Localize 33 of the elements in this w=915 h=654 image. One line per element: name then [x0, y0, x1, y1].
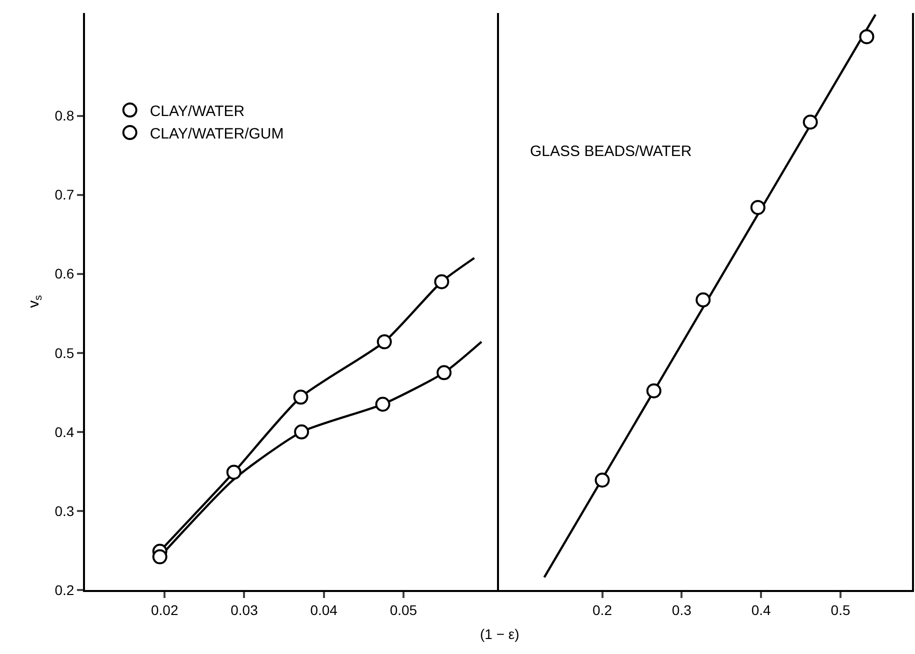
point	[294, 424, 310, 440]
point	[293, 390, 308, 405]
point	[646, 383, 662, 398]
x-tick-label: 0.5	[830, 602, 850, 618]
legend-label: CLAY/WATER/GUM	[150, 125, 284, 142]
point	[376, 334, 392, 350]
y-tick-label: 0.7	[54, 186, 74, 203]
annotation: GLASS BEADS/WATER	[530, 143, 692, 160]
x-axis-title: (1 − ε)	[480, 626, 520, 642]
point	[594, 472, 610, 488]
x-tick-label: 0.05	[390, 602, 418, 618]
x-tick-label: 0.04	[310, 602, 338, 618]
y-tick-label: 0.3	[54, 502, 74, 519]
y-tick-label: 0.4	[54, 424, 74, 440]
point	[859, 29, 874, 44]
y-tick-label: 0.5	[54, 344, 74, 361]
x-tick-label: 0.4	[751, 602, 772, 618]
y-tick-label: 0.2	[54, 582, 74, 598]
x-tick-label: 0.03	[230, 602, 258, 618]
point	[750, 200, 766, 215]
point	[152, 549, 168, 564]
x-tick-label: 0.02	[150, 602, 178, 618]
point	[436, 365, 452, 380]
x-tick-label: 0.2	[592, 602, 612, 618]
y-tick-label: 0.6	[54, 266, 74, 282]
point	[802, 114, 818, 130]
point	[696, 292, 711, 308]
y-tick-label: 0.8	[54, 108, 74, 124]
legend-label: CLAY/WATER	[150, 102, 245, 120]
point	[375, 396, 390, 412]
x-tick-label: 0.3	[672, 602, 692, 618]
point	[226, 464, 242, 480]
point	[434, 274, 450, 290]
